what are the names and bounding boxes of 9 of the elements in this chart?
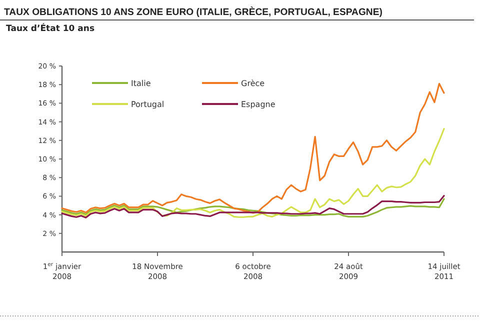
chart-subtitle: Taux d’État 10 ans [6, 23, 95, 34]
line-series [61, 198, 445, 218]
line-series [61, 194, 445, 218]
chart-title: TAUX OBLIGATIONS 10 ANS ZONE EURO (ITALIE, GRÈCE, PORTUGAL, ESPAGNE) [4, 6, 382, 18]
legend-label: Grèce [241, 79, 265, 88]
legend-label: Portugal [131, 100, 164, 109]
legend-label: Italie [131, 79, 151, 88]
legend-label: Espagne [241, 100, 276, 109]
line-series [61, 128, 445, 218]
